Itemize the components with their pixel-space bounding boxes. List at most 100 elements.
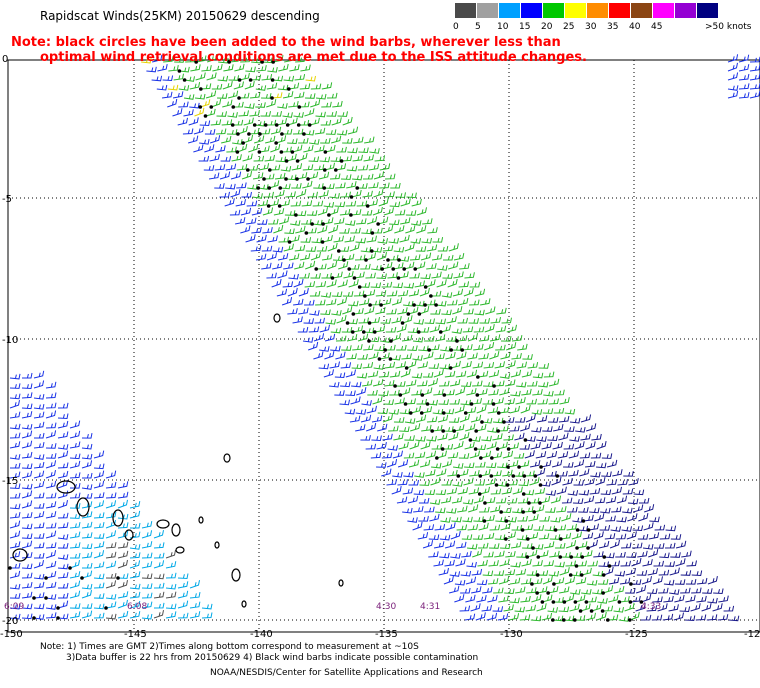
wind-barb	[33, 560, 44, 569]
contamination-dot	[404, 366, 409, 370]
wind-barb	[314, 127, 326, 135]
wind-barb	[492, 417, 504, 424]
wind-barb	[458, 453, 470, 459]
wind-barb	[437, 245, 449, 252]
wind-barb	[230, 171, 242, 180]
wind-barb	[362, 379, 373, 387]
wind-barb	[459, 413, 470, 423]
wind-barb	[615, 533, 627, 540]
wind-barb	[488, 370, 500, 378]
wind-barb	[378, 197, 389, 207]
wind-barb	[539, 515, 550, 522]
wind-barb	[81, 570, 93, 579]
wind-barb	[21, 591, 33, 599]
wind-barb	[334, 372, 346, 379]
wind-barb	[105, 560, 117, 569]
wind-barb	[617, 479, 628, 486]
wind-barb	[490, 488, 502, 495]
wind-barb	[320, 292, 332, 298]
wind-barb	[233, 81, 244, 90]
wind-barb	[506, 324, 517, 333]
wind-barb	[153, 542, 165, 549]
wind-barb	[219, 191, 230, 198]
wind-barb	[482, 398, 493, 405]
wind-barb	[168, 65, 179, 72]
note-line-1: Note: black circles have been added to t…	[11, 35, 561, 50]
wind-barb	[350, 209, 362, 216]
wind-barb	[233, 101, 244, 108]
wind-barb	[21, 424, 33, 430]
contamination-dot	[209, 105, 214, 109]
wind-barb	[473, 343, 484, 351]
wind-barb	[510, 541, 522, 549]
wind-barb	[457, 487, 469, 495]
wind-barb	[431, 271, 442, 279]
contamination-dot	[246, 168, 250, 172]
wind-barb	[462, 516, 473, 523]
wind-barb	[9, 503, 21, 510]
contamination-dot	[639, 600, 644, 604]
wind-barb	[402, 487, 414, 495]
wind-barb	[272, 262, 283, 270]
wind-barb	[268, 199, 279, 207]
wind-barb	[93, 582, 105, 589]
wind-barb	[346, 334, 358, 342]
wind-barb	[260, 111, 271, 117]
wind-barb	[93, 550, 105, 559]
wind-barb	[69, 590, 81, 599]
wind-barb	[316, 245, 328, 252]
wind-barb	[178, 101, 189, 108]
legend-label: 5	[475, 22, 481, 32]
wind-barb	[471, 568, 483, 576]
lon-label: -12	[744, 629, 760, 640]
wind-barb	[452, 481, 463, 487]
contamination-dot	[349, 213, 353, 217]
wind-barb	[69, 460, 81, 469]
wind-barb	[502, 469, 513, 477]
wind-barb	[393, 417, 405, 423]
wind-barb	[246, 200, 258, 207]
wind-barb	[558, 415, 570, 423]
wind-barb	[475, 461, 486, 468]
wind-barb	[443, 408, 455, 415]
wind-barb	[368, 336, 380, 343]
contamination-dot	[575, 528, 580, 532]
wind-barb	[486, 441, 497, 450]
wind-barb	[21, 533, 33, 540]
wind-barb	[306, 210, 318, 216]
wind-barb	[659, 533, 671, 540]
wind-barb	[507, 479, 518, 486]
wind-barb	[536, 436, 547, 442]
wind-barb	[557, 451, 569, 459]
legend-label: 15	[519, 22, 531, 32]
wind-barb	[379, 182, 390, 189]
wind-barb	[177, 590, 189, 599]
wind-barb	[321, 272, 332, 279]
wind-barb	[352, 344, 363, 351]
wind-barb	[374, 325, 386, 333]
wind-barb	[532, 544, 544, 550]
contamination-dot	[321, 222, 325, 226]
wind-barb	[196, 55, 207, 63]
wind-barb	[232, 139, 243, 145]
contamination-dot	[352, 276, 357, 280]
wind-barb	[273, 55, 284, 63]
wind-barb	[408, 306, 419, 315]
wind-barb	[81, 493, 93, 499]
wind-barb	[519, 444, 531, 450]
wind-barb	[340, 381, 351, 388]
wind-barb	[477, 370, 489, 378]
wind-barb	[540, 460, 552, 468]
wind-barb	[323, 369, 334, 378]
contamination-dot	[278, 186, 283, 190]
wind-barb	[9, 373, 21, 380]
wind-barb	[557, 470, 568, 477]
wind-barb	[444, 370, 456, 378]
wind-barb	[255, 85, 267, 91]
wind-barb	[619, 577, 631, 585]
contamination-dot	[347, 267, 352, 271]
wind-barb	[564, 408, 576, 415]
wind-barb	[561, 497, 573, 504]
wind-barb	[292, 144, 303, 153]
wind-barb	[105, 511, 117, 519]
